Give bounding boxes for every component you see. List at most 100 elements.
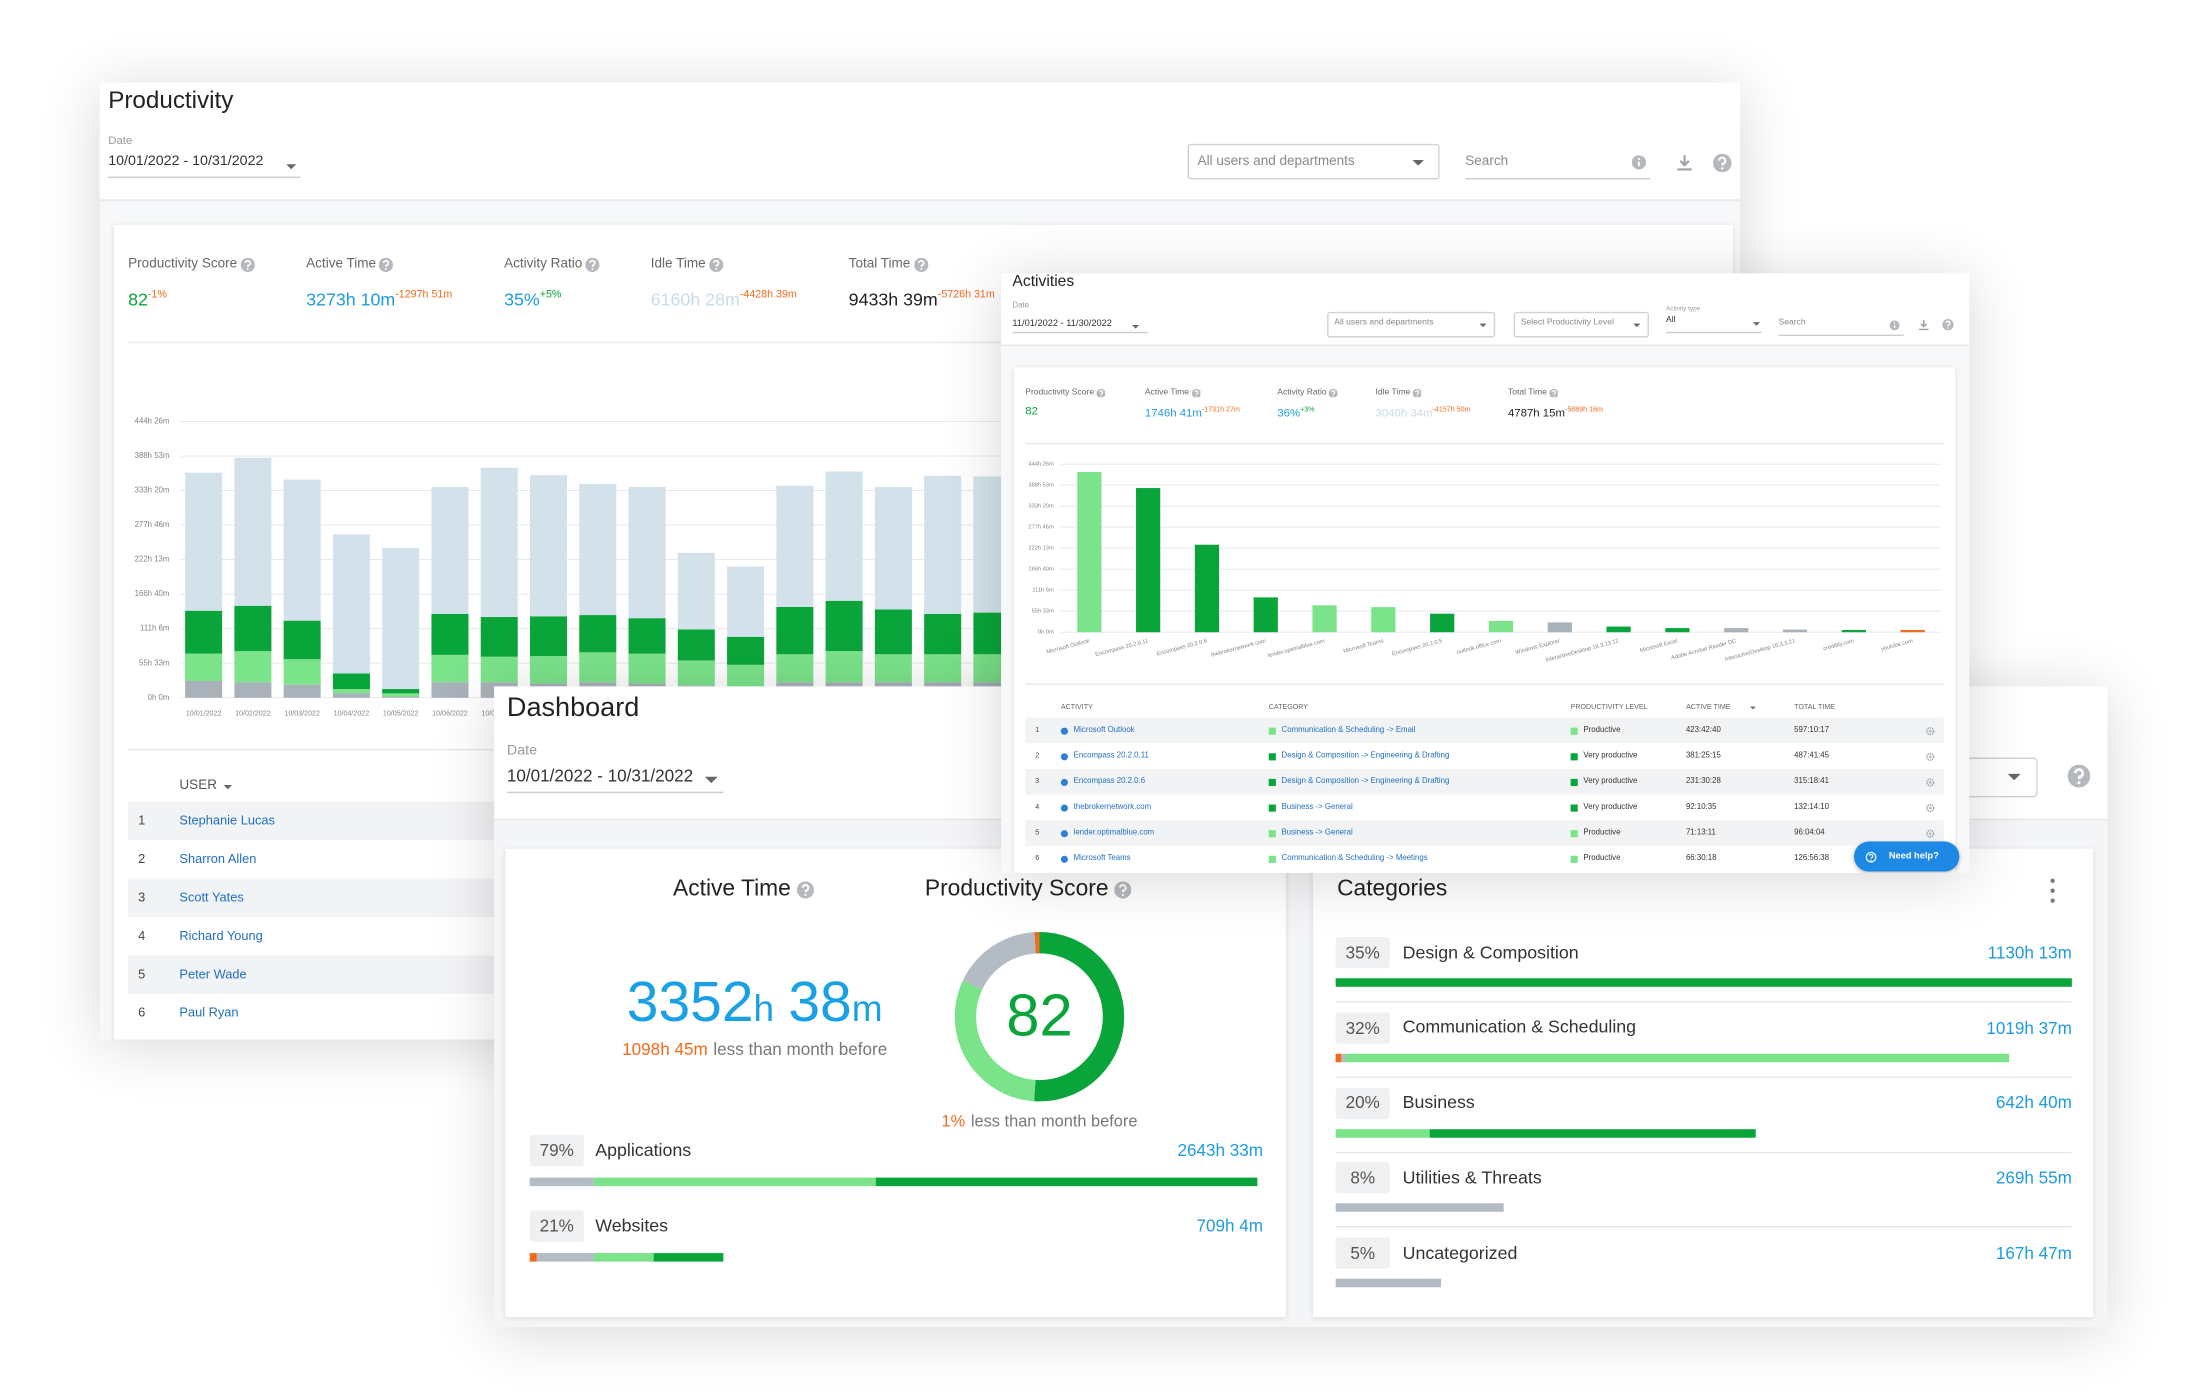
user-name[interactable]: Peter Wade: [179, 966, 247, 981]
metric-label: Productivity Score: [1025, 388, 1106, 398]
category-name: Communication & Scheduling -> Meetings: [1281, 853, 1428, 863]
category-swatch: [1268, 778, 1276, 786]
bar-segment: [1335, 1203, 1504, 1213]
user-name[interactable]: Sharron Allen: [179, 850, 257, 866]
help-icon: [2067, 764, 2091, 788]
users-dropdown[interactable]: [1327, 311, 1496, 338]
minutes: 38: [788, 971, 852, 1034]
bar-segment: [874, 654, 912, 683]
header-bar: [99, 82, 1741, 201]
user-name[interactable]: Richard Young: [179, 927, 263, 943]
bar-segment: [382, 696, 420, 698]
help-icon: [1328, 388, 1339, 398]
bar-segment: [234, 457, 272, 606]
row-background: [1025, 768, 1944, 795]
column-header: ACTIVITY: [1060, 703, 1093, 712]
metric-delta: +3%: [1300, 406, 1315, 415]
level-name: Very productive: [1583, 751, 1638, 760]
bar-segment: [283, 659, 321, 685]
activity-name[interactable]: Encompass 20.2.0.11: [1073, 751, 1149, 760]
category-swatch: [1268, 855, 1276, 863]
help-icon: [1942, 318, 1954, 331]
card-title: Categories: [1337, 877, 1448, 902]
breakdown-time: 2643h 33m: [1177, 1140, 1264, 1161]
y-tick-label: 277h 46m: [1028, 525, 1054, 531]
metric-label: Idle Time: [1376, 388, 1422, 398]
category-name: Communication & Scheduling -> Email: [1281, 725, 1416, 735]
user-name[interactable]: Scott Yates: [179, 889, 244, 904]
user-name[interactable]: Stephanie Lucas: [179, 812, 275, 827]
field-value: All: [1666, 316, 1676, 326]
info-icon: [1888, 319, 1899, 330]
y-tick-label: 55h 33m: [139, 658, 169, 667]
activity-name[interactable]: Encompass 20.2.0.6: [1073, 777, 1146, 786]
column-header: PRODUCTIVITY LEVEL: [1570, 703, 1648, 712]
y-tick-label: 388h 53m: [1028, 483, 1054, 489]
percent-label: 20%: [1345, 1092, 1380, 1113]
help-icon: [379, 257, 394, 272]
metric-delta: -1%: [147, 286, 167, 300]
y-tick-label: 444h 26m: [135, 417, 170, 426]
settings-icon: [1925, 751, 1934, 761]
total-time: 96:04:04: [1794, 828, 1825, 837]
activity-name[interactable]: lender.optimalblue.com: [1073, 828, 1155, 837]
category-name: Communication & Scheduling: [1402, 1017, 1637, 1038]
x-tick-label: Microsoft Teams: [1343, 638, 1385, 655]
category-time: 269h 55m: [1995, 1167, 2072, 1188]
activity-name[interactable]: Microsoft Outlook: [1073, 725, 1135, 735]
bar-segment: [924, 654, 962, 683]
category-time: 1019h 37m: [1986, 1017, 2072, 1038]
change-amount: 1098h 45m: [622, 1039, 708, 1060]
bar-segment: [727, 636, 765, 665]
bar-segment: [825, 651, 863, 683]
metric-label: Activity Ratio: [504, 257, 600, 273]
search-input: Search: [1778, 319, 1806, 329]
metric-label: Total Time: [1508, 388, 1559, 398]
user-name[interactable]: Paul Ryan: [179, 1004, 239, 1019]
metric-number: 82: [1025, 404, 1038, 418]
date-caret: [1131, 324, 1139, 328]
y-tick-label: 333h 20m: [1028, 504, 1054, 510]
help-icon: [1096, 388, 1106, 398]
dropdown-caret: [2007, 774, 2020, 781]
bar-segment: [382, 693, 420, 697]
row-rank: 2: [138, 850, 146, 866]
donut-segment: [954, 931, 1125, 1102]
bar-segment: [874, 609, 912, 655]
activity-name[interactable]: Microsoft Teams: [1073, 853, 1131, 863]
column-header: USER: [179, 777, 218, 794]
bar-segment: [1430, 1128, 1757, 1138]
metric-label-text: Total Time: [848, 257, 911, 273]
total-time: 132:14:10: [1794, 802, 1830, 812]
bar-segment: [283, 684, 321, 698]
bar-segment: [579, 615, 617, 653]
bar-segment: [1341, 1053, 1347, 1062]
help-icon: [1191, 388, 1201, 398]
column-header: ACTIVE TIME: [1685, 703, 1731, 712]
help-icon: [796, 881, 814, 899]
metric-number: 36%: [1277, 406, 1301, 420]
active-time-total: 3352h 38m: [627, 968, 883, 1049]
card-title: Active Time: [673, 876, 814, 903]
metric-label-text: Idle Time: [650, 257, 706, 273]
bar-segment: [1335, 1053, 1342, 1062]
app-icon: [1060, 855, 1068, 863]
divider: [1335, 1151, 2072, 1153]
category-name: Business -> General: [1281, 828, 1353, 837]
metric-value: 6160h 28m-4428h 39m: [651, 283, 797, 311]
level-swatch: [1570, 855, 1578, 863]
bar-segment: [431, 654, 469, 683]
dropdown-text: Select Productivity Level: [1520, 319, 1614, 329]
metric-value: 3040h 34m-4157h 50m: [1376, 405, 1471, 421]
bar: [1665, 628, 1690, 633]
activity-name[interactable]: thebrokernetwork.com: [1073, 802, 1152, 812]
level-dropdown[interactable]: [1513, 311, 1649, 338]
row-rank: 2: [1035, 751, 1040, 761]
breakdown-name: Websites: [595, 1215, 669, 1236]
users-dropdown[interactable]: [1187, 143, 1440, 180]
y-tick-label: 0h 0m: [1038, 630, 1054, 636]
help-icon: [240, 257, 255, 272]
percent-label: 8%: [1350, 1167, 1376, 1188]
category-time: 167h 47m: [1995, 1243, 2072, 1264]
level-swatch: [1570, 726, 1578, 735]
